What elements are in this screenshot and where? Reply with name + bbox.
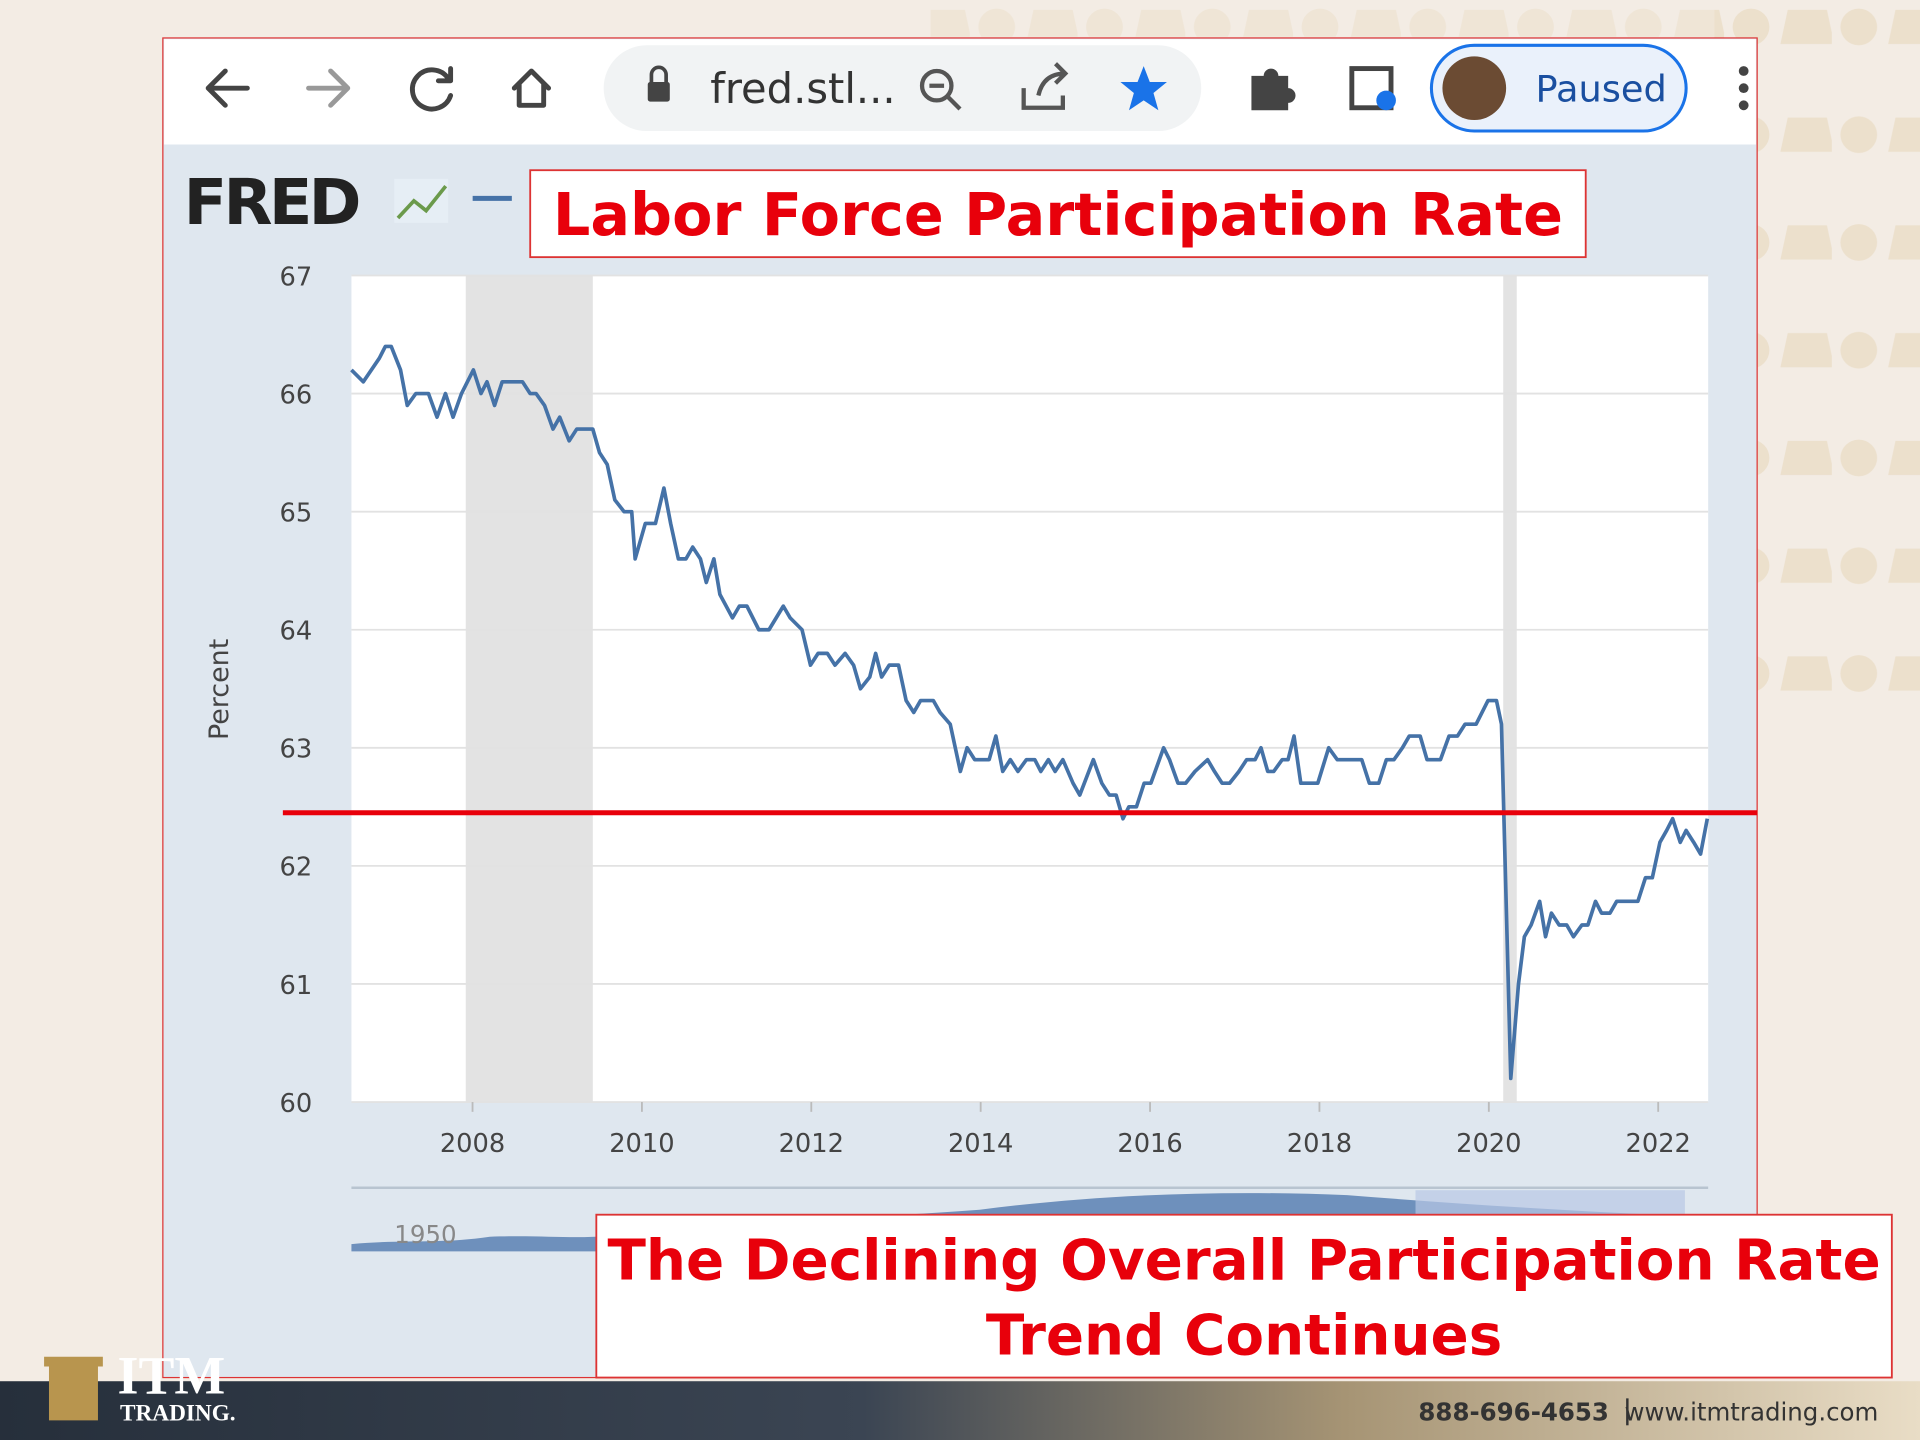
- side-panel-badge: [1376, 90, 1396, 111]
- recession-band: [465, 275, 593, 1103]
- title-box: [529, 169, 1587, 259]
- y-tick-label: 62: [280, 853, 313, 883]
- y-tick-label: 65: [280, 498, 313, 528]
- bookmark-star[interactable]: [1120, 66, 1167, 111]
- profile-avatar: [1442, 56, 1507, 120]
- y-tick-label: 61: [280, 971, 313, 1001]
- x-tick-label: 2016: [1117, 1129, 1182, 1159]
- fred-logo: FRED: [184, 166, 359, 240]
- series-line: [350, 344, 1710, 1081]
- y-tick-label: 60: [280, 1089, 313, 1119]
- brand-name: ITM: [118, 1345, 226, 1405]
- y-axis-label: Percent: [204, 639, 235, 740]
- y-tick-label: 66: [280, 380, 313, 410]
- x-tick-label: 2008: [440, 1129, 505, 1159]
- x-tick-label: 2010: [609, 1129, 674, 1159]
- zoom-icon[interactable]: [919, 68, 954, 103]
- navigator-label: 1950: [394, 1220, 456, 1249]
- reload-button[interactable]: [409, 66, 454, 112]
- footer-phone: 888-696-4653: [1418, 1397, 1609, 1426]
- share-icon[interactable]: [1021, 62, 1069, 110]
- x-tick-label: 2014: [948, 1129, 1013, 1159]
- decoration: [930, 0, 1715, 37]
- menu-button[interactable]: [1738, 66, 1749, 111]
- x-tick-label: 2020: [1456, 1129, 1521, 1159]
- footer-bar: [0, 1381, 1920, 1440]
- forward-button[interactable]: [306, 68, 351, 108]
- profile-status: Paused: [1536, 68, 1667, 111]
- footer-website[interactable]: www.itmtrading.com: [1625, 1397, 1879, 1426]
- back-button[interactable]: [205, 68, 250, 108]
- logo-icon: [394, 178, 449, 223]
- lock-icon: [647, 82, 670, 102]
- caption-box: [595, 1213, 1893, 1379]
- home-button[interactable]: [511, 68, 552, 108]
- url-text[interactable]: fred.stl...: [710, 64, 895, 113]
- extensions-icon[interactable]: [1251, 68, 1296, 111]
- x-tick-label: 2012: [779, 1129, 844, 1159]
- lock-icon: [649, 65, 668, 83]
- side-panel-icon[interactable]: [1349, 66, 1394, 111]
- recession-band: [1503, 275, 1517, 1103]
- x-tick-label: 2022: [1625, 1129, 1690, 1159]
- address-bar[interactable]: [603, 45, 1202, 132]
- brand-icon: [44, 1356, 103, 1421]
- logo-icon: [396, 184, 448, 220]
- caption-line: The Declining Overall Participation Rate: [607, 1229, 1880, 1294]
- chart-title: Labor Force Participation Rate: [553, 180, 1563, 249]
- brand-sub: TRADING.: [120, 1400, 236, 1426]
- y-tick-label: 64: [280, 617, 313, 647]
- y-tick-label: 63: [280, 735, 313, 765]
- x-tick-label: 2018: [1287, 1129, 1352, 1159]
- caption-line: Trend Continues: [986, 1303, 1502, 1368]
- y-tick-label: 67: [280, 262, 313, 292]
- plot: 60 61 62 63 64 65 66 67 2008 2010 2012 2014 2016 2018…: [280, 262, 1758, 1159]
